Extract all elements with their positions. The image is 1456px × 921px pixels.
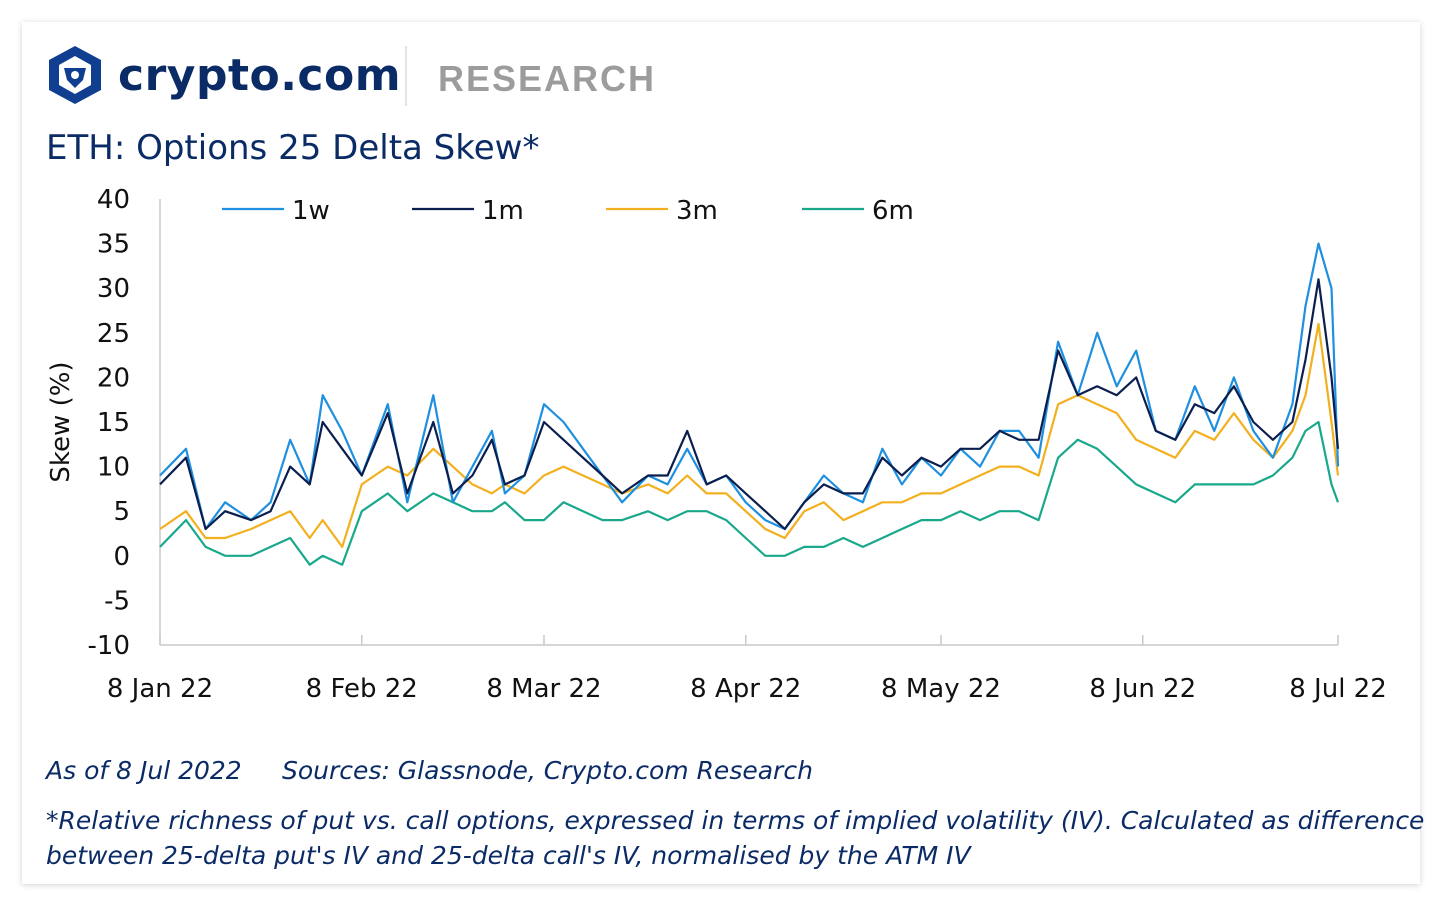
sources-note: Sources: Glassnode, Crypto.com Research — [282, 756, 813, 785]
x-tick-label: 8 Feb 22 — [306, 674, 418, 704]
y-tick-label: 30 — [97, 274, 130, 304]
y-tick-label: 15 — [97, 408, 130, 438]
chart-title: ETH: Options 25 Delta Skew* — [46, 128, 540, 168]
x-tick-label: 8 Apr 22 — [690, 674, 801, 704]
y-tick-label: -10 — [88, 631, 130, 661]
crypto-lion-shield-icon — [49, 46, 101, 104]
y-tick-label: 35 — [97, 230, 130, 260]
footnote-line-1: *Relative richness of put vs. call optio… — [46, 806, 1425, 835]
report-card — [22, 22, 1420, 884]
y-tick-label: 25 — [97, 319, 130, 349]
y-axis-label: Skew (%) — [46, 361, 76, 482]
series-line-3m — [159, 322, 1340, 548]
series-line-6m — [159, 420, 1340, 566]
x-tick-label: 8 Mar 22 — [486, 674, 601, 704]
legend-label-6m: 6m — [872, 196, 914, 226]
y-tick-label: 40 — [97, 185, 130, 215]
x-tick-label: 8 Jun 22 — [1089, 674, 1196, 704]
legend-label-1m: 1m — [482, 196, 524, 226]
y-tick-label: 10 — [97, 453, 130, 483]
legend-label-3m: 3m — [676, 196, 718, 226]
as-of-date: As of 8 Jul 2022 — [46, 756, 242, 785]
y-tick-label: 0 — [113, 542, 130, 572]
x-tick-label: 8 May 22 — [881, 674, 1001, 704]
legend-label-1w: 1w — [292, 196, 330, 226]
footnote-line-2: between 25-delta put's IV and 25-delta c… — [46, 841, 971, 870]
section-label: RESEARCH — [438, 58, 657, 99]
x-tick-label: 8 Jul 22 — [1289, 674, 1387, 704]
y-tick-label: 5 — [113, 497, 130, 527]
series-line-1m — [159, 278, 1340, 531]
y-tick-label: 20 — [97, 363, 130, 393]
brand-name: crypto.com — [118, 50, 402, 101]
y-tick-label: -5 — [104, 586, 130, 616]
series-line-1w — [159, 242, 1340, 531]
x-tick-label: 8 Jan 22 — [107, 674, 213, 704]
brand-divider — [405, 46, 407, 106]
